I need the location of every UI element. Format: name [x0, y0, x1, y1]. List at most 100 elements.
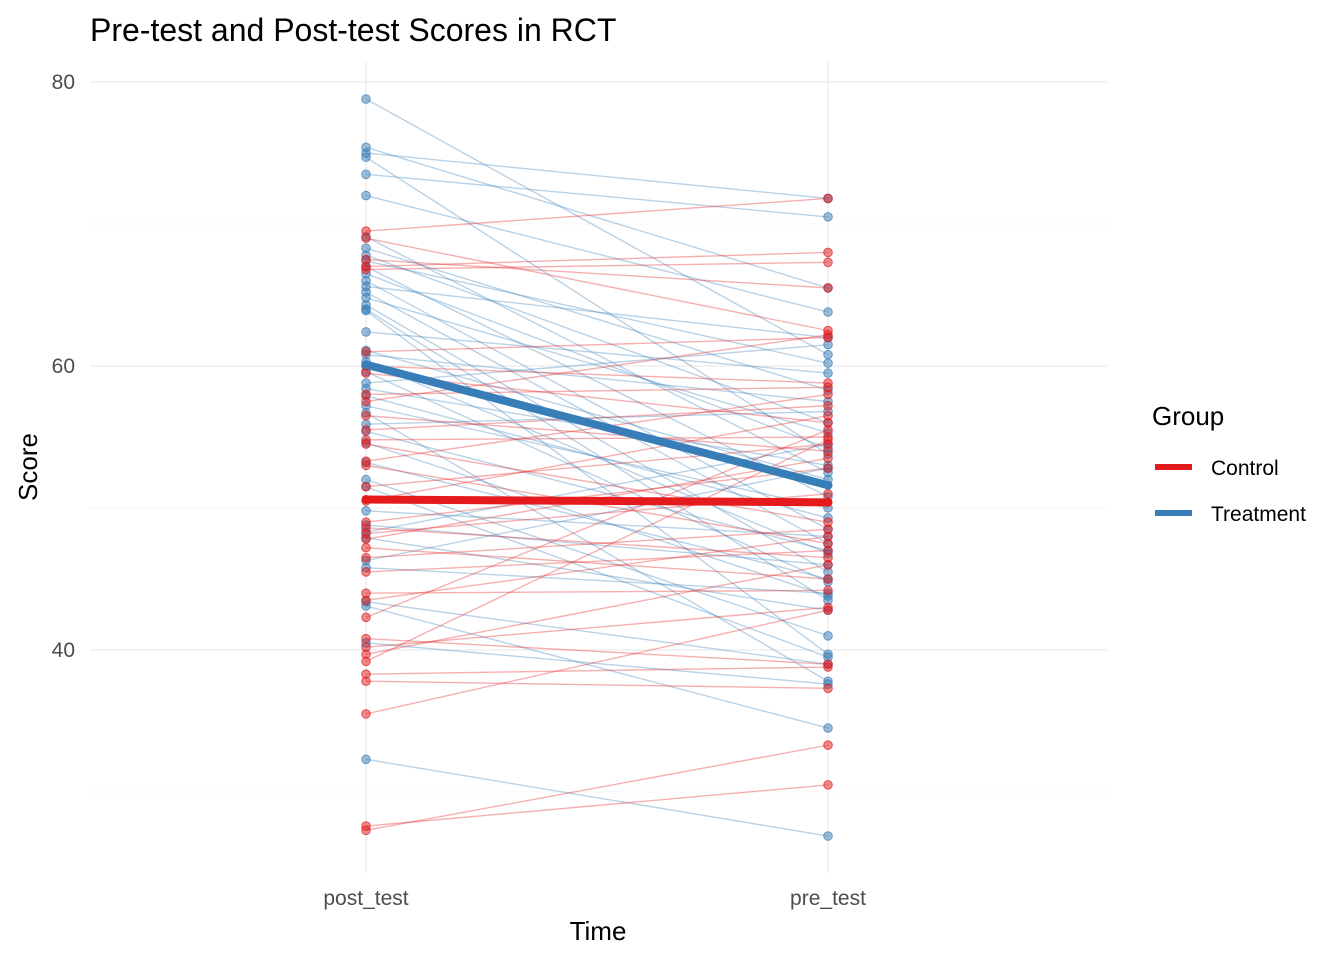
subject-point-treatment [361, 305, 371, 316]
grid-lines [90, 62, 1107, 873]
subject-point-control [823, 389, 833, 400]
subject-line-treatment [365, 152, 829, 200]
subject-line-control [365, 609, 829, 715]
subject-line-control [365, 258, 829, 289]
subject-line-treatment [365, 308, 829, 601]
subject-line-treatment [365, 146, 829, 289]
subject-point-control [361, 676, 371, 687]
subject-point-control [823, 193, 833, 204]
subject-point-control [823, 283, 833, 293]
subject-point-treatment [823, 212, 833, 222]
x-tick-label: post_test [323, 887, 408, 910]
subject-line-treatment [365, 310, 829, 655]
subject-line-treatment [365, 461, 829, 580]
subject-point-control [361, 534, 371, 545]
subject-line-treatment [365, 486, 829, 658]
subject-line-treatment [365, 265, 829, 498]
subject-point-control [361, 481, 371, 492]
subject-point-control [823, 531, 833, 542]
subject-point-control [823, 780, 833, 790]
subject-line-control [365, 386, 829, 396]
x-axis-title: Time [570, 916, 627, 946]
subject-point-treatment [361, 506, 371, 516]
subject-point-control [823, 560, 833, 570]
subject-line-control [365, 637, 829, 665]
subject-point-control [361, 567, 371, 577]
subject-line-treatment [365, 297, 829, 434]
subject-line-control [365, 336, 829, 353]
mean-line-treatment [364, 360, 830, 490]
subject-point-control [361, 425, 371, 435]
subject-line-control [365, 251, 829, 268]
subject-line-treatment [365, 371, 829, 583]
subject-point-treatment [361, 169, 371, 180]
mean-point-control [823, 497, 833, 507]
axes: 40 60 80 post_test pre_test [52, 71, 866, 910]
subject-point-treatment [361, 327, 371, 337]
mean-point-control [361, 494, 371, 504]
subject-point-treatment [823, 368, 833, 378]
subject-point-control [361, 410, 371, 421]
subject-line-treatment [365, 410, 829, 425]
subject-point-control [823, 400, 833, 411]
subject-point-control [823, 662, 833, 672]
subject-line-treatment [365, 361, 829, 555]
subject-line-control [365, 467, 829, 523]
chart-title: Pre-test and Post-test Scores in RCT [90, 12, 616, 48]
subject-point-treatment [361, 754, 371, 765]
subject-point-control [361, 264, 371, 275]
subject-point-control [823, 435, 833, 445]
subject-line-control [365, 334, 829, 403]
subject-point-control [823, 463, 833, 474]
subject-line-treatment [365, 285, 829, 339]
subject-line-treatment [365, 156, 829, 455]
group-mean-lines [361, 360, 833, 507]
subject-point-treatment [823, 831, 833, 841]
subject-point-control [361, 612, 371, 623]
mean-line-control [365, 495, 829, 507]
subject-line-treatment [365, 412, 829, 682]
subject-point-treatment [823, 307, 833, 317]
subject-line-treatment [365, 349, 829, 481]
subject-point-treatment [361, 94, 371, 104]
subject-points [361, 94, 833, 841]
subject-line-treatment [365, 566, 829, 594]
subject-line-treatment [365, 236, 829, 474]
subject-point-control [823, 585, 833, 596]
subject-line-treatment [365, 260, 829, 364]
subject-point-control [823, 740, 833, 750]
subject-point-control [361, 396, 371, 407]
subject-line-control [365, 443, 829, 488]
subject-line-treatment [365, 642, 829, 685]
subject-point-treatment [823, 358, 833, 368]
subject-point-control [361, 595, 371, 606]
subject-line-treatment [365, 98, 829, 356]
subject-line-treatment [365, 605, 829, 729]
subject-line-control [365, 415, 829, 502]
subject-point-control [361, 709, 371, 719]
subject-line-control [365, 405, 829, 431]
subject-point-control [823, 425, 833, 435]
y-tick-label: 80 [52, 71, 75, 94]
subject-point-control [361, 633, 371, 644]
subject-line-control [365, 415, 829, 452]
subject-point-treatment [823, 631, 833, 641]
subject-line-treatment [365, 273, 829, 450]
subject-point-control [823, 683, 833, 694]
subject-point-control [823, 605, 833, 616]
subject-line-control [365, 606, 829, 648]
subject-line-control [365, 443, 829, 523]
subject-line-treatment [365, 758, 829, 837]
subject-point-treatment [361, 152, 371, 163]
subject-point-control [361, 656, 371, 667]
legend: Group Control Treatment [1152, 401, 1306, 526]
subject-line-control [365, 197, 829, 232]
y-tick-label: 60 [52, 355, 75, 378]
subject-line-control [365, 261, 829, 271]
subject-line-control [365, 744, 829, 832]
subject-line-treatment [365, 524, 829, 566]
mean-point-treatment [361, 360, 371, 370]
subject-line-treatment [365, 353, 829, 403]
subject-line-treatment [365, 430, 829, 552]
